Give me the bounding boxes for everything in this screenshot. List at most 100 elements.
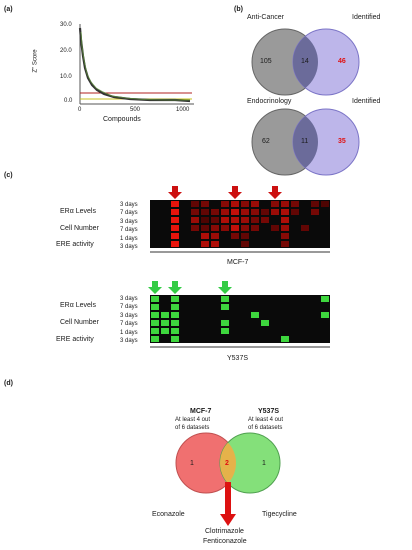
green-heatmap-cell — [151, 304, 159, 310]
venn-top-left-count: 105 — [260, 58, 272, 65]
red-heatmap-cell — [231, 217, 239, 223]
red-heatmap-cell — [221, 209, 229, 215]
red-heatmap-cell — [281, 217, 289, 223]
green-heatmap-cell — [221, 328, 229, 334]
green-heatmap-cell — [171, 312, 179, 318]
venn-bottom-right-title: Identified — [352, 98, 381, 105]
red-heatmap-cell — [221, 225, 229, 231]
panel-a-letter: (a) — [4, 6, 13, 13]
green-arrow-down — [218, 281, 232, 294]
panel-d-letter: (d) — [4, 380, 13, 387]
red-heatmap-cell — [171, 217, 179, 223]
red-heatmap-cell — [201, 233, 209, 239]
venn-d-left-sub1: At least 4 out — [175, 417, 211, 423]
red-heatmap-cell — [241, 233, 249, 239]
red-heatmap-cell — [241, 209, 249, 215]
green-heatmap-cell — [161, 312, 169, 318]
red-heatmap-cell — [211, 209, 219, 215]
green-heatmap-cell — [151, 336, 159, 342]
green-heatmap-cell — [151, 296, 159, 302]
row-group-label: ERE activity — [56, 336, 94, 343]
y-tick: 20.0 — [60, 48, 72, 54]
red-heatmap-cell — [231, 225, 239, 231]
venn-d-overlap-drug-1: Clotrimazole — [205, 528, 244, 535]
venn-d-left-title: MCF-7 — [190, 408, 212, 415]
venn-d-left-count: 1 — [190, 460, 194, 467]
y-tick: 30.0 — [60, 22, 72, 28]
red-heatmap-cell — [251, 201, 259, 207]
panel-c-letter: (c) — [4, 172, 13, 179]
row-group-label: ERα Levels — [60, 302, 96, 309]
red-heatmap-cell — [191, 217, 199, 223]
green-heatmap-cell — [281, 336, 289, 342]
venn-d-overlap-count: 2 — [225, 460, 229, 467]
venn-bottom-left-title: Endocrinology — [247, 98, 292, 105]
heatmap-bottom-label: Y537S — [227, 355, 249, 362]
venn-top-left-title: Anti-Cancer — [247, 14, 284, 21]
red-heatmap-cell — [171, 225, 179, 231]
green-heatmap-bg — [150, 295, 330, 343]
red-heatmap-cell — [211, 241, 219, 247]
row-time-label: 3 days — [120, 338, 138, 344]
red-heatmap-cell — [281, 225, 289, 231]
venn-d-right-title: Y537S — [258, 408, 280, 415]
y-tick: 0.0 — [64, 98, 73, 104]
red-heatmap-cell — [251, 225, 259, 231]
red-heatmap-cell — [281, 241, 289, 247]
green-heatmap-cell — [171, 336, 179, 342]
row-time-label: 3 days — [120, 202, 138, 208]
row-time-label: 3 days — [120, 296, 138, 302]
row-time-label: 3 days — [120, 219, 138, 225]
x-axis-label: Compounds — [103, 116, 141, 123]
venn-top-right-count: 46 — [338, 58, 346, 65]
y-tick: 10.0 — [60, 74, 72, 80]
row-time-label: 3 days — [120, 244, 138, 250]
red-heatmap-cell — [241, 217, 249, 223]
venn-bottom-overlap-count: 11 — [301, 138, 309, 145]
red-heatmap-cell — [191, 209, 199, 215]
red-heatmap-cell — [231, 233, 239, 239]
x-tick: 500 — [130, 107, 141, 113]
green-heatmap-cell — [171, 296, 179, 302]
red-heatmap-cell — [271, 209, 279, 215]
red-heatmap-bg — [150, 200, 330, 248]
green-heatmap-cell — [221, 320, 229, 326]
red-heatmap-cell — [311, 201, 319, 207]
red-heatmap-cell — [241, 241, 249, 247]
green-heatmap-cell — [171, 328, 179, 334]
red-arrow-down — [168, 186, 182, 199]
green-heatmap-cell — [321, 296, 329, 302]
row-time-label: 7 days — [120, 227, 138, 233]
y-axis-label: Z" Score — [32, 49, 39, 73]
red-arrow-down — [228, 186, 242, 199]
green-heatmap-cell — [321, 312, 329, 318]
green-arrow-down — [148, 281, 162, 294]
red-heatmap-cell — [241, 201, 249, 207]
red-heatmap-cell — [171, 241, 179, 247]
red-heatmap-cell — [241, 225, 249, 231]
red-heatmap-cell — [211, 225, 219, 231]
red-heatmap-cell — [191, 225, 199, 231]
red-heatmap-cell — [281, 233, 289, 239]
red-heatmap-cell — [191, 201, 199, 207]
venn-top-overlap-count: 14 — [301, 58, 309, 65]
venn-d-overlap-drug-2: Fenticonazole — [203, 538, 247, 545]
venn-d-right-count: 1 — [262, 460, 266, 467]
x-tick: 1000 — [176, 107, 190, 113]
red-heatmap-cell — [221, 217, 229, 223]
panel-b-letter: (b) — [234, 6, 243, 13]
green-arrow-down — [168, 281, 182, 294]
red-heatmap-cell — [221, 201, 229, 207]
row-time-label: 3 days — [120, 313, 138, 319]
red-heatmap-cell — [231, 209, 239, 215]
venn-d-right-sub1: At least 4 out — [248, 417, 284, 423]
venn-d-left-drug: Econazole — [152, 511, 185, 518]
red-heatmap-cell — [291, 201, 299, 207]
red-heatmap-cell — [251, 209, 259, 215]
red-arrow-down — [268, 186, 282, 199]
row-time-label: 1 days — [120, 236, 138, 242]
heatmap-top-label: MCF-7 — [227, 259, 249, 266]
green-heatmap-cell — [251, 312, 259, 318]
